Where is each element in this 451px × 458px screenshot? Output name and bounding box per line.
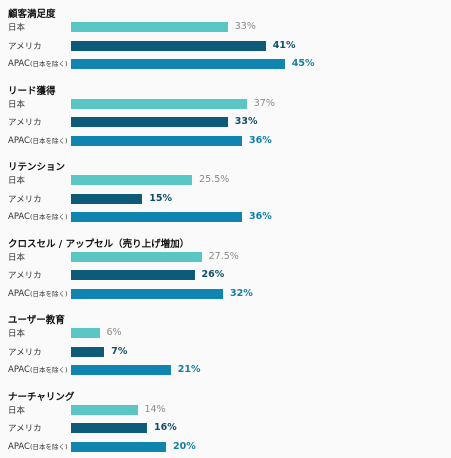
series-sublabel: (日本を除く) — [30, 289, 68, 298]
series-label-text: アメリカ — [8, 424, 42, 434]
data-label: 26% — [201, 269, 225, 280]
data-label: 21% — [177, 364, 201, 375]
series-label-text: 日本 — [8, 23, 26, 33]
bar — [71, 328, 100, 338]
bar — [71, 346, 105, 357]
data-label: 36% — [249, 134, 272, 146]
series-label-text: APAC — [8, 288, 30, 299]
series-label-text: アメリカ — [8, 41, 42, 52]
series-sublabel: (日本を除く) — [30, 213, 68, 221]
data-label: 16% — [154, 422, 177, 433]
bar — [71, 59, 285, 69]
bar — [71, 441, 166, 452]
series-sublabel: (日本を除く) — [30, 60, 68, 68]
series-label: 日本 — [8, 174, 25, 186]
bar — [71, 404, 138, 415]
bar — [71, 423, 147, 433]
group-title: ナーチャリング — [8, 391, 75, 403]
series-label-text: アメリカ — [8, 118, 42, 128]
bar — [71, 135, 242, 146]
series-label: アメリカ — [8, 269, 42, 281]
bar — [71, 270, 195, 280]
data-label: 33% — [234, 116, 258, 127]
series-label: アメリカ — [8, 422, 42, 434]
series-label: 日本 — [8, 98, 25, 110]
bar — [71, 288, 223, 299]
series-label: アメリカ — [8, 40, 42, 52]
data-label: 14% — [144, 403, 166, 415]
data-label: 33% — [234, 21, 256, 32]
series-label-text: APAC — [8, 212, 30, 222]
bar — [71, 98, 247, 109]
series-sublabel: (日本を除く) — [30, 442, 68, 451]
series-label: APAC(日本を除く) — [8, 135, 68, 146]
data-label: 36% — [249, 211, 272, 222]
series-label-text: 日本 — [8, 405, 26, 416]
bar — [71, 22, 228, 32]
series-label: アメリカ — [8, 116, 42, 128]
data-label: 25.5% — [199, 174, 230, 185]
data-label: 15% — [149, 192, 172, 204]
series-label: APAC(日本を除く) — [8, 58, 68, 69]
group-title: クロスセル / アップセル（売り上げ増加） — [8, 238, 190, 250]
series-label-text: アメリカ — [8, 271, 42, 281]
series-label: APAC(日本を除く) — [8, 211, 68, 222]
series-label-text: 日本 — [8, 176, 26, 186]
data-label: 41% — [272, 39, 296, 51]
series-label-text: APAC — [8, 441, 30, 452]
series-label: 日本 — [8, 404, 25, 416]
series-label-text: APAC — [8, 59, 30, 69]
group-title: リテンション — [8, 162, 66, 173]
series-label: 日本 — [8, 251, 25, 263]
series-label: APAC(日本を除く) — [8, 364, 68, 375]
series-sublabel: (日本を除く) — [30, 366, 68, 374]
bar — [71, 117, 228, 127]
bar — [71, 251, 202, 262]
series-label-text: 日本 — [8, 252, 26, 263]
bar — [71, 212, 242, 222]
series-label-text: APAC — [8, 135, 30, 146]
group-title: 顧客満足度 — [8, 9, 56, 20]
series-label-text: 日本 — [8, 329, 26, 339]
bar — [71, 193, 143, 204]
data-label: 6% — [106, 327, 122, 338]
data-label: 27.5% — [208, 250, 239, 262]
data-label: 45% — [291, 58, 315, 69]
series-label: アメリカ — [8, 346, 42, 358]
group-title: ユーザー教育 — [8, 315, 65, 326]
series-label: アメリカ — [8, 193, 42, 205]
data-label: 7% — [111, 345, 128, 357]
data-label: 20% — [173, 440, 196, 452]
bar — [71, 175, 193, 185]
series-label: 日本 — [8, 327, 25, 339]
series-label: 日本 — [8, 21, 25, 33]
bar — [71, 365, 171, 375]
series-label-text: アメリカ — [8, 194, 42, 205]
series-label-text: APAC — [8, 365, 30, 375]
series-sublabel: (日本を除く) — [30, 136, 68, 145]
series-label: APAC(日本を除く) — [8, 441, 68, 452]
bar — [71, 40, 266, 51]
data-label: 32% — [230, 287, 253, 299]
group-title: リード獲得 — [8, 85, 56, 97]
data-label: 37% — [253, 97, 275, 109]
series-label: APAC(日本を除く) — [8, 288, 68, 299]
series-label-text: アメリカ — [8, 347, 42, 358]
series-label-text: 日本 — [8, 99, 26, 110]
